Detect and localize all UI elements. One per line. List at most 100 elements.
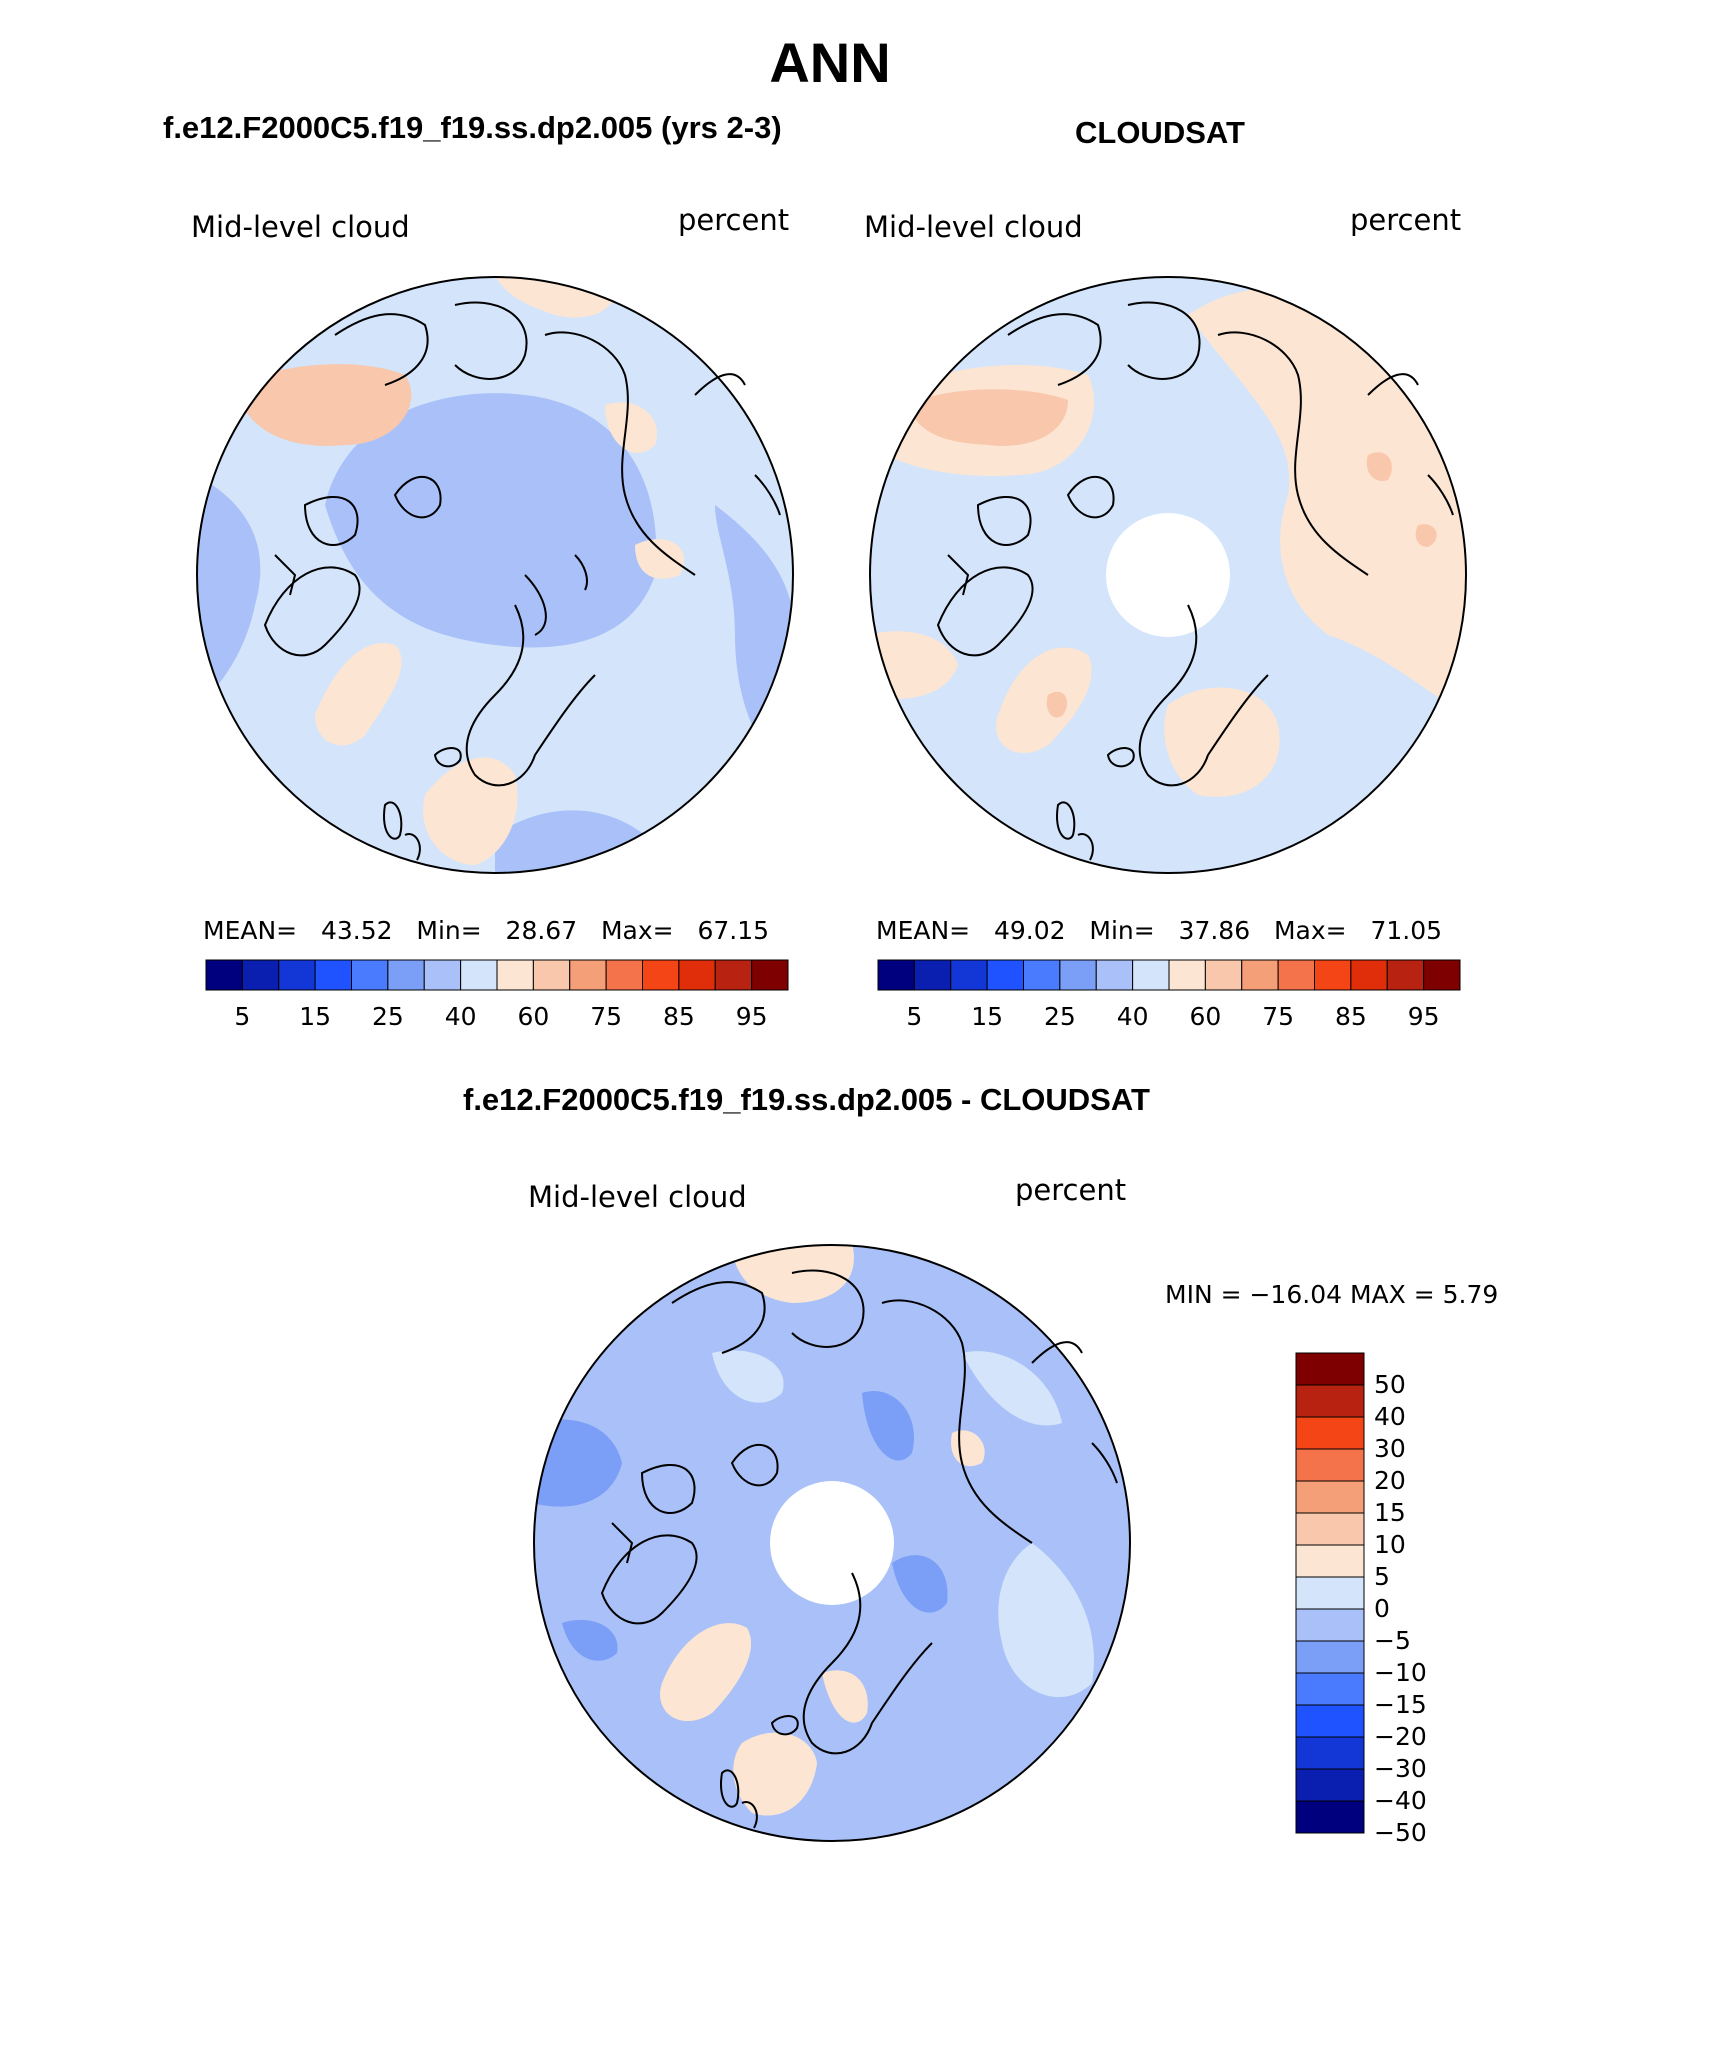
panel-1-colorbar-swatch (569, 959, 607, 991)
panel-2-max-value: 71.05 (1370, 916, 1443, 945)
panel-2-colorbar-swatch (1314, 959, 1352, 991)
panel-1-max-value: 67.15 (697, 916, 770, 945)
panel-1-colorbar-swatch (678, 959, 716, 991)
panel-2-colorbar-swatch (1423, 959, 1461, 991)
panel-1-colorbar-swatch (751, 959, 789, 991)
panel-3-colorbar-swatch (1295, 1448, 1365, 1482)
panel-3-colorbar-swatch (1295, 1544, 1365, 1578)
panel-2-colorbar-swatch (1168, 959, 1206, 991)
panel-3-colorbar-tick-label: 40 (1374, 1402, 1406, 1431)
panel-1-colorbar-swatch (241, 959, 280, 991)
panel-1-colorbar (205, 959, 789, 991)
panel-3-colorbar-tick-label: −40 (1374, 1786, 1427, 1815)
panel-1-colorbar-tick-label: 75 (590, 1002, 623, 1031)
panel-1-min-label: Min= (416, 916, 482, 945)
panel-1-colorbar-tick-label: 95 (735, 1002, 768, 1031)
panel-2-colorbar-swatch (1241, 959, 1279, 991)
panel-2-min-value: 37.86 (1178, 916, 1251, 945)
panel-2-colorbar-tick-label: 25 (1043, 1002, 1076, 1031)
panel-3-colorbar-swatch (1295, 1576, 1365, 1610)
panel-2-colorbar-tick-label: 60 (1189, 1002, 1222, 1031)
panel-1-field-region-greenland (315, 643, 402, 746)
panel-3-field-region-west (534, 1419, 622, 1507)
panel-2-polar-gap (1106, 513, 1230, 637)
panel-2-field-region-east (1188, 288, 1466, 715)
panel-3-field-region-mid (712, 1350, 784, 1403)
panel-3-minmax: MIN = −16.04 MAX = 5.79 (1165, 1280, 1499, 1309)
panel-1-coastlines (263, 301, 781, 861)
panel-3-polar-gap (770, 1481, 894, 1605)
panel-1-colorbar-tick-label: 85 (662, 1002, 695, 1031)
panel-1-field-region-east-patch (635, 539, 684, 579)
panel-1-colorbar-tick-label: 60 (517, 1002, 550, 1031)
panel-2-colorbar-swatch (913, 959, 952, 991)
panel-2-colorbar-swatch (1095, 959, 1134, 991)
panel-2-map-border (869, 276, 1467, 874)
panel-2-colorbar-tick-label: 40 (1116, 1002, 1149, 1031)
panel-2-header: CLOUDSAT (1075, 115, 1245, 150)
panel-3-colorbar-tick-label: −5 (1374, 1626, 1411, 1655)
panel-1-variable-label: Mid-level cloud (191, 210, 410, 244)
panel-1-field-region-west (197, 475, 261, 705)
panel-2-min-label: Min= (1089, 916, 1155, 945)
panel-3-colorbar-tick-label: −50 (1374, 1818, 1427, 1847)
panel-3-colorbar-tick-label: −10 (1374, 1658, 1427, 1687)
panel-3-colorbar-swatch (1295, 1800, 1365, 1834)
panel-1-colorbar-swatch (460, 959, 498, 991)
panel-2-colorbar-swatch (1059, 959, 1097, 991)
panel-3-colorbar-tick-label: 15 (1374, 1498, 1406, 1527)
panel-3-colorbar-swatch (1295, 1352, 1365, 1386)
panel-3-field-region-europe (733, 1732, 817, 1816)
panel-1-field-region-nw (235, 364, 412, 446)
panel-3-field-region-scandinavia (822, 1670, 868, 1723)
main-title: ANN (769, 31, 891, 94)
panel-1-colorbar-swatch (351, 959, 389, 991)
panel-1-min-value: 28.67 (505, 916, 578, 945)
panel-3-colorbar-swatch (1295, 1480, 1365, 1514)
panel-1-units-label: percent (678, 203, 790, 237)
panel-3-colorbar-swatch (1295, 1768, 1365, 1802)
panel-1-colorbar-swatch (496, 959, 534, 991)
panel-1-polar-map (196, 276, 794, 874)
panel-3-polar-map (533, 1244, 1131, 1842)
panel-1-mean-value: 43.52 (320, 916, 393, 945)
panel-3-field-region-east-band (962, 1351, 1062, 1426)
panel-2-colorbar-swatch (1350, 959, 1388, 991)
panel-3-colorbar-tick-label: −20 (1374, 1722, 1427, 1751)
panel-2-colorbar-tick-label: 15 (971, 1002, 1004, 1031)
panel-1-colorbar-swatch (423, 959, 462, 991)
panel-2-field-region-greenland (996, 647, 1092, 754)
panel-2-colorbar-swatch (877, 959, 915, 991)
panel-3-colorbar-swatch (1295, 1736, 1365, 1770)
panel-1-colorbar-swatch (278, 959, 316, 991)
panel-2-colorbar-tick-label: 75 (1262, 1002, 1295, 1031)
panel-3-colorbar-tick-label: 50 (1374, 1370, 1406, 1399)
panel-1-map-border (196, 276, 794, 874)
panel-3-field-region-greenland (660, 1623, 752, 1722)
panel-3-units-label: percent (1015, 1173, 1127, 1207)
panel-3-colorbar-tick-label: 20 (1374, 1466, 1406, 1495)
panel-2-colorbar-swatch (1277, 959, 1315, 991)
panel-2-colorbar-swatch (1204, 959, 1243, 991)
panel-1-field-region-ne (605, 402, 657, 453)
panel-2-polar-map (869, 276, 1467, 874)
panel-1-colorbar-tick-label: 25 (371, 1002, 404, 1031)
panel-2-colorbar-tick-label: 85 (1334, 1002, 1367, 1031)
panel-1-colorbar-tick-label: 5 (234, 1002, 251, 1031)
panel-2-colorbar-swatch (1023, 959, 1061, 991)
panel-1-colorbar-tick-label: 40 (444, 1002, 477, 1031)
panel-1-header: f.e12.F2000C5.f19_f19.ss.dp2.005 (yrs 2-… (163, 110, 782, 145)
panel-2-colorbar-swatch (950, 959, 988, 991)
panel-2-colorbar-tick-label: 95 (1407, 1002, 1440, 1031)
panel-2-field-region-east-core-2 (1415, 524, 1437, 547)
panel-2-colorbar-swatch (1132, 959, 1170, 991)
panel-3-colorbar-swatch (1295, 1608, 1365, 1642)
panel-3-colorbar-tick-label: 10 (1374, 1530, 1406, 1559)
panel-3-field-region-central (862, 1391, 914, 1461)
panel-3-colorbar-tick-label: −30 (1374, 1754, 1427, 1783)
panel-3-header: f.e12.F2000C5.f19_f19.ss.dp2.005 - CLOUD… (463, 1082, 1150, 1117)
panel-2-mean-label: MEAN= (876, 916, 971, 945)
panel-1-colorbar-swatch (387, 959, 425, 991)
panel-2-variable-label: Mid-level cloud (864, 210, 1083, 244)
panel-3-colorbar-tick-label: 5 (1374, 1562, 1390, 1591)
